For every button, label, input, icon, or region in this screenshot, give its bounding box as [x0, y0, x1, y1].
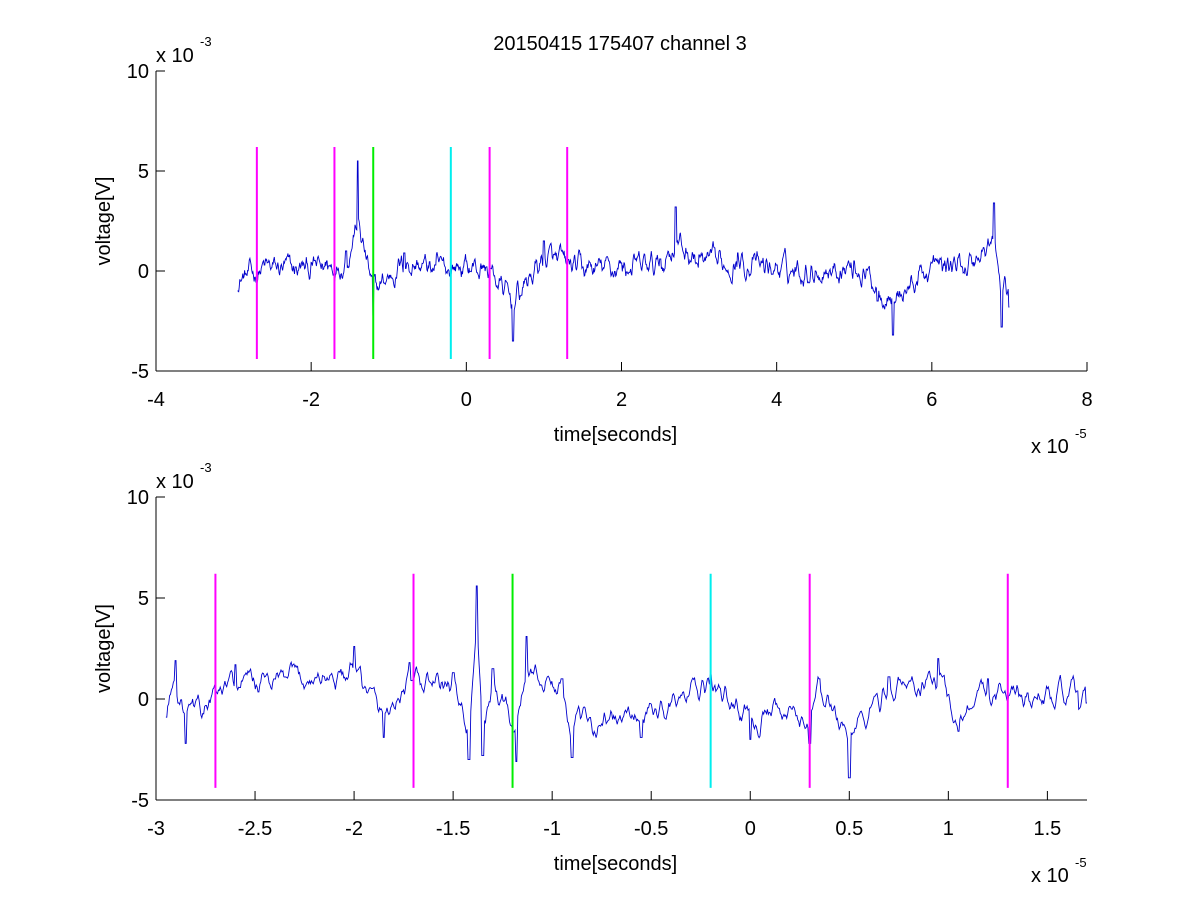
x-exponent-label: x 10 — [1031, 865, 1069, 887]
x-tick-label: 8 — [1081, 389, 1092, 411]
y-tick-label: 10 — [127, 487, 149, 509]
x-axis-label: time[seconds] — [554, 853, 677, 875]
y-tick-label: 0 — [138, 689, 149, 711]
chart-panel-2: -3 -2.5 -2 -1.5 -1 -0.5 0 0.5 1 1.5 -5 0 5 10 time[sec… — [93, 460, 1087, 887]
y-tick-label: -5 — [131, 361, 149, 383]
figure-title: 20150415 175407 channel 3 — [493, 33, 747, 55]
y-tick-label: 10 — [127, 61, 149, 83]
x-tick-label: -2 — [302, 389, 320, 411]
chart-panel-1: -4 -2 0 2 4 6 8 -5 0 5 10 time[seconds] voltage[V] x … — [93, 34, 1093, 458]
x-tick-label: 6 — [926, 389, 937, 411]
x-tick-label: -4 — [147, 389, 165, 411]
y-axis-label: voltage[V] — [93, 177, 115, 266]
y-tick-label: -5 — [131, 790, 149, 812]
x-exponent-power: -5 — [1075, 426, 1087, 441]
y-tick-label: 5 — [138, 588, 149, 610]
x-tick-label: -3 — [147, 818, 165, 840]
y-exponent-label: x 10 — [156, 471, 194, 493]
x-tick-label: -2.5 — [238, 818, 272, 840]
x-tick-label: 2 — [616, 389, 627, 411]
y-exponent-label: x 10 — [156, 45, 194, 67]
x-tick-label: -0.5 — [634, 818, 668, 840]
x-tick-label: 0 — [745, 818, 756, 840]
x-tick-label: 1.5 — [1033, 818, 1061, 840]
x-exponent-power: -5 — [1075, 855, 1087, 870]
x-tick-label: 0.5 — [835, 818, 863, 840]
x-tick-label: -2 — [345, 818, 363, 840]
signal-trace-line — [237, 160, 1010, 342]
y-exponent-power: -3 — [200, 34, 212, 49]
x-tick-label: 4 — [771, 389, 782, 411]
x-tick-label: 1 — [943, 818, 954, 840]
x-tick-label: 0 — [461, 389, 472, 411]
y-tick-label: 5 — [138, 161, 149, 183]
y-axis-label: voltage[V] — [93, 604, 115, 693]
x-tick-label: -1 — [543, 818, 561, 840]
x-axis-label: time[seconds] — [554, 424, 677, 446]
x-exponent-label: x 10 — [1031, 436, 1069, 458]
y-exponent-power: -3 — [200, 460, 212, 475]
y-tick-label: 0 — [138, 261, 149, 283]
signal-trace-line — [165, 585, 1087, 779]
x-tick-label: -1.5 — [436, 818, 470, 840]
